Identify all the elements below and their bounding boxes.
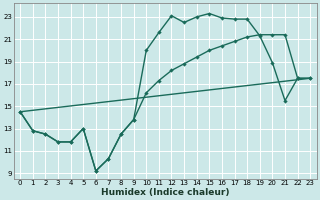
X-axis label: Humidex (Indice chaleur): Humidex (Indice chaleur) [101, 188, 229, 197]
